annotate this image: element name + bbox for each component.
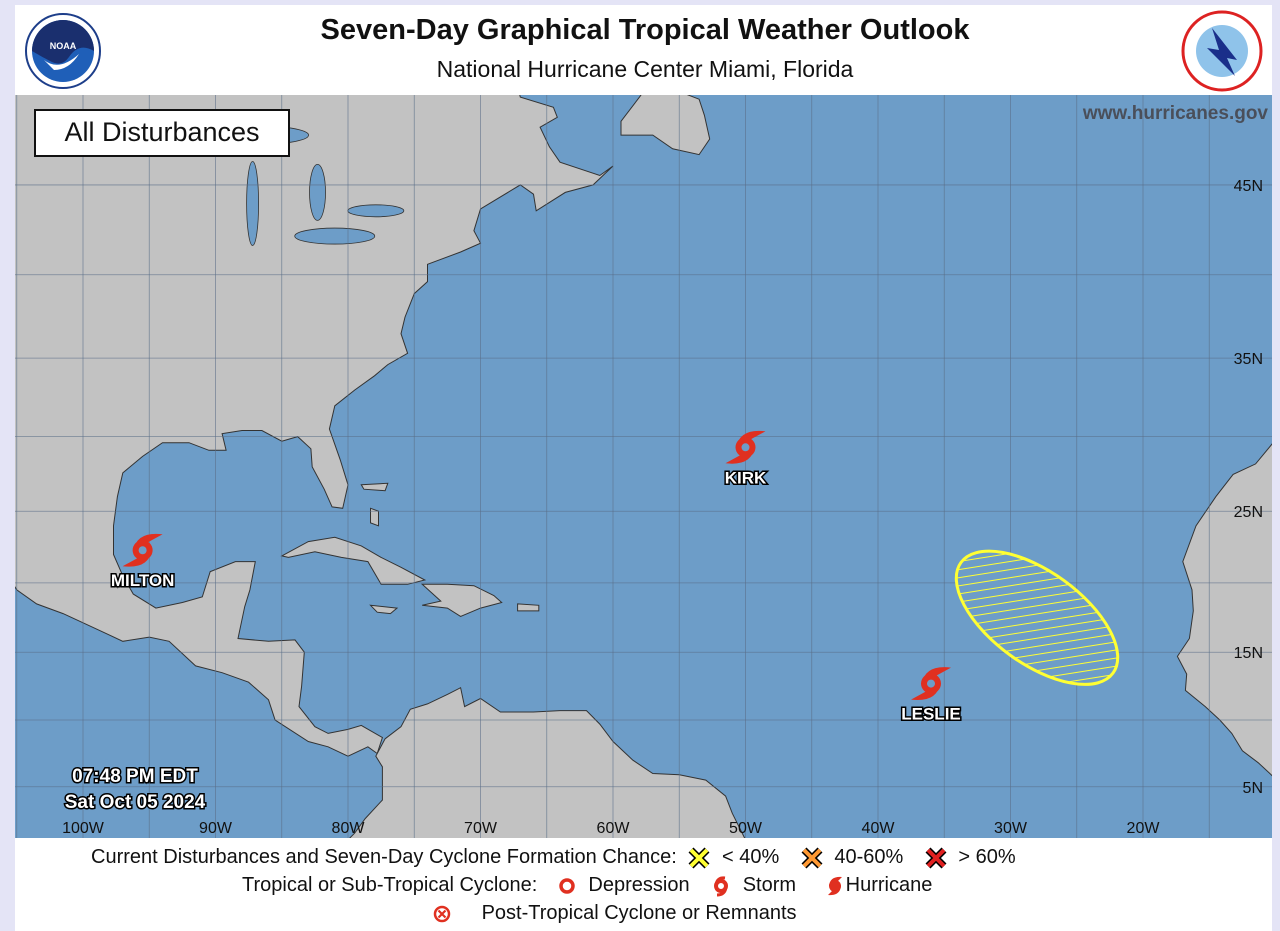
storm-leslie: LESLIE xyxy=(900,667,962,725)
hurricane-eye xyxy=(741,443,750,452)
legend-high: > 60% xyxy=(958,846,1016,868)
page-subtitle: National Hurricane Center Miami, Florida xyxy=(436,56,854,82)
lat-label: 35N xyxy=(1234,351,1263,368)
land-bahamas-abaco xyxy=(360,482,389,492)
x-high-icon xyxy=(925,847,947,869)
lon-label: 70W xyxy=(464,820,498,837)
lon-label: 50W xyxy=(729,820,763,837)
legend-formation-label: Current Disturbances and Seven-Day Cyclo… xyxy=(91,846,677,868)
legend-medium: 40-60% xyxy=(834,846,904,868)
tropical-outlook-map: MILTON KIRK LESLIE 100W 90W 80W 70W 60W 50W 40W 3… xyxy=(15,95,1272,838)
storm-kirk: KIRK xyxy=(723,430,768,489)
lat-label: 25N xyxy=(1234,504,1263,521)
disturbance-areas xyxy=(954,549,1120,686)
nws-logo xyxy=(1181,10,1263,92)
page-title: Seven-Day Graphical Tropical Weather Out… xyxy=(320,14,970,46)
legend-storm: Storm xyxy=(742,874,797,896)
x-medium-icon xyxy=(801,847,823,869)
disturbance-area xyxy=(954,549,1120,686)
lon-label: 80W xyxy=(332,820,366,837)
lon-label: 60W xyxy=(597,820,631,837)
axis-labels: 100W 90W 80W 70W 60W 50W 40W 30W 20W 45N 35N 25N 15N… xyxy=(62,178,1263,837)
hurricane-arms xyxy=(725,430,766,464)
lat-label: 45N xyxy=(1234,178,1263,195)
hurricane-eye xyxy=(138,546,147,555)
storm-milton: MILTON xyxy=(109,533,176,592)
great-lake xyxy=(347,204,405,218)
lon-label: 30W xyxy=(994,820,1028,837)
storm-markers: MILTON KIRK LESLIE xyxy=(109,430,962,725)
storm-label: LESLIE xyxy=(901,705,961,724)
land-south-america xyxy=(349,686,746,838)
legend-post-tropical: Post-Tropical Cyclone or Remnants xyxy=(481,902,797,924)
lat-label: 5N xyxy=(1243,780,1263,797)
lat-lon-grid xyxy=(15,95,1272,838)
land-newfoundland xyxy=(620,95,711,156)
depression-icon xyxy=(559,877,575,894)
lon-label: 20W xyxy=(1127,820,1161,837)
hurricane-icon xyxy=(827,876,842,895)
panel-label: All Disturbances xyxy=(64,117,259,147)
lat-label: 15N xyxy=(1234,645,1263,662)
panel-label-box xyxy=(34,109,290,157)
great-lake xyxy=(309,163,326,221)
land-bahamas-andros xyxy=(370,507,379,527)
lon-label: 40W xyxy=(862,820,896,837)
hurricane-arms xyxy=(122,533,163,567)
lon-label: 100W xyxy=(62,820,105,837)
legend-low: < 40% xyxy=(721,846,780,868)
land-cuba xyxy=(280,536,427,585)
legend-depression: Depression xyxy=(588,874,690,896)
timestamp-date: Sat Oct 05 2024 xyxy=(65,792,206,813)
svg-text:NOAA: NOAA xyxy=(50,41,77,51)
x-low-icon xyxy=(688,847,710,869)
land-africa xyxy=(1176,443,1272,777)
land-jamaica xyxy=(369,604,399,615)
legend-hurricane: Hurricane xyxy=(845,874,933,896)
land-masses xyxy=(15,95,1272,838)
noaa-logo: NOAA xyxy=(25,13,101,89)
land-puerto-rico xyxy=(517,603,540,612)
great-lake xyxy=(294,227,376,245)
storm-label: KIRK xyxy=(725,468,767,487)
hurricane-eye xyxy=(927,679,935,688)
timestamp-time: 07:48 PM EDT xyxy=(72,766,198,787)
lon-label: 90W xyxy=(199,820,233,837)
legend-cyclone-label: Tropical or Sub-Tropical Cyclone: xyxy=(242,874,538,896)
hurricane-arms xyxy=(911,667,951,701)
storm-icon xyxy=(714,876,729,897)
post-tropical-icon xyxy=(433,905,451,922)
storm-label: MILTON xyxy=(111,571,175,590)
website-link[interactable]: www.hurricanes.gov xyxy=(1082,103,1269,124)
great-lake xyxy=(246,161,260,246)
